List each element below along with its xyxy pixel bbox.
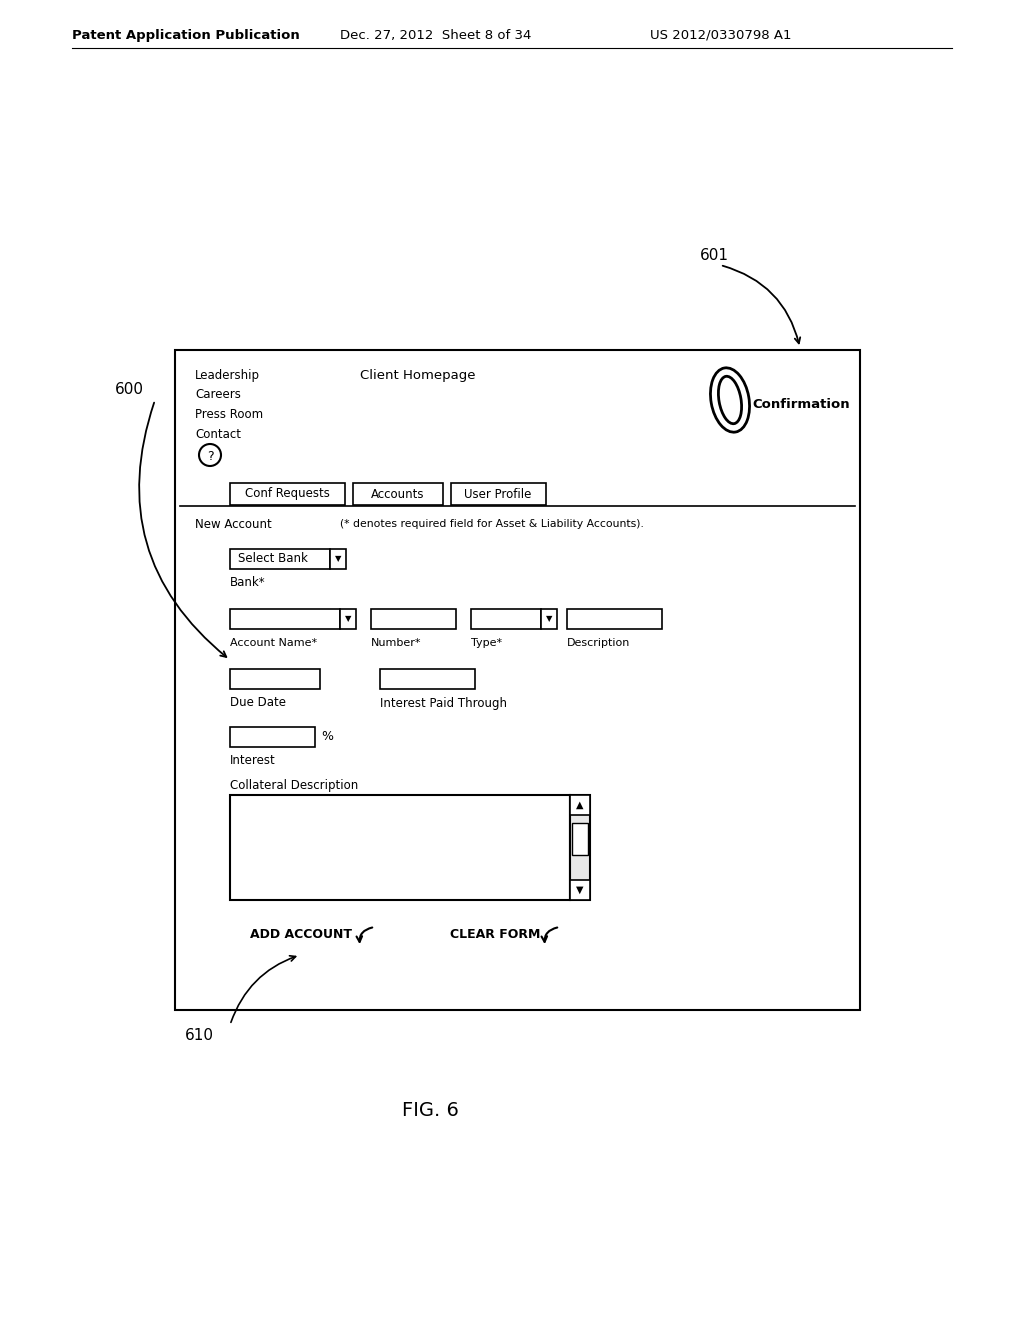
Text: ▼: ▼: [546, 615, 552, 623]
Text: ?: ?: [207, 450, 213, 462]
Bar: [570, 795, 590, 900]
Text: Conf Requests: Conf Requests: [245, 487, 330, 500]
Text: Client Homepage: Client Homepage: [360, 368, 475, 381]
Text: ▼: ▼: [577, 884, 584, 895]
Bar: [572, 822, 588, 855]
Bar: [541, 609, 557, 630]
Text: ADD ACCOUNT: ADD ACCOUNT: [250, 928, 352, 941]
Ellipse shape: [719, 376, 741, 424]
Bar: [570, 880, 590, 900]
Bar: [230, 669, 319, 689]
Bar: [175, 350, 860, 1010]
Text: FIG. 6: FIG. 6: [401, 1101, 459, 1119]
Text: Bank*: Bank*: [230, 577, 265, 590]
Bar: [230, 795, 570, 900]
Text: Select Bank: Select Bank: [238, 553, 308, 565]
Text: Collateral Description: Collateral Description: [230, 779, 358, 792]
Text: Type*: Type*: [471, 638, 502, 648]
Text: 610: 610: [185, 1027, 214, 1043]
Text: Confirmation: Confirmation: [752, 399, 850, 412]
Bar: [380, 669, 475, 689]
Bar: [330, 549, 346, 569]
Bar: [567, 609, 662, 630]
Text: Account Name*: Account Name*: [230, 638, 317, 648]
Bar: [340, 609, 356, 630]
Text: Patent Application Publication: Patent Application Publication: [72, 29, 300, 41]
Bar: [371, 609, 456, 630]
Text: Number*: Number*: [371, 638, 422, 648]
Bar: [230, 483, 345, 506]
Text: Due Date: Due Date: [230, 697, 286, 710]
Bar: [451, 483, 546, 506]
Text: Leadership: Leadership: [195, 368, 260, 381]
Bar: [230, 609, 340, 630]
Bar: [471, 609, 541, 630]
Text: 601: 601: [700, 248, 729, 263]
Text: 600: 600: [115, 383, 144, 397]
Text: Dec. 27, 2012  Sheet 8 of 34: Dec. 27, 2012 Sheet 8 of 34: [340, 29, 531, 41]
Text: ▼: ▼: [345, 615, 351, 623]
Text: Contact: Contact: [195, 429, 241, 441]
Text: ▼: ▼: [335, 554, 341, 564]
Text: Careers: Careers: [195, 388, 241, 401]
Text: Press Room: Press Room: [195, 408, 263, 421]
Bar: [230, 549, 330, 569]
Text: US 2012/0330798 A1: US 2012/0330798 A1: [650, 29, 792, 41]
Text: New Account: New Account: [195, 517, 271, 531]
Text: ▲: ▲: [577, 800, 584, 810]
Text: Interest: Interest: [230, 755, 275, 767]
Text: %: %: [321, 730, 333, 743]
Text: CLEAR FORM: CLEAR FORM: [450, 928, 541, 941]
Bar: [353, 483, 443, 506]
Text: Description: Description: [567, 638, 631, 648]
Text: User Profile: User Profile: [464, 487, 531, 500]
Ellipse shape: [711, 368, 750, 432]
Text: Accounts: Accounts: [372, 487, 425, 500]
Bar: [570, 795, 590, 814]
Text: (* denotes required field for Asset & Liability Accounts).: (* denotes required field for Asset & Li…: [340, 519, 644, 529]
Bar: [230, 727, 315, 747]
Text: Interest Paid Through: Interest Paid Through: [380, 697, 507, 710]
